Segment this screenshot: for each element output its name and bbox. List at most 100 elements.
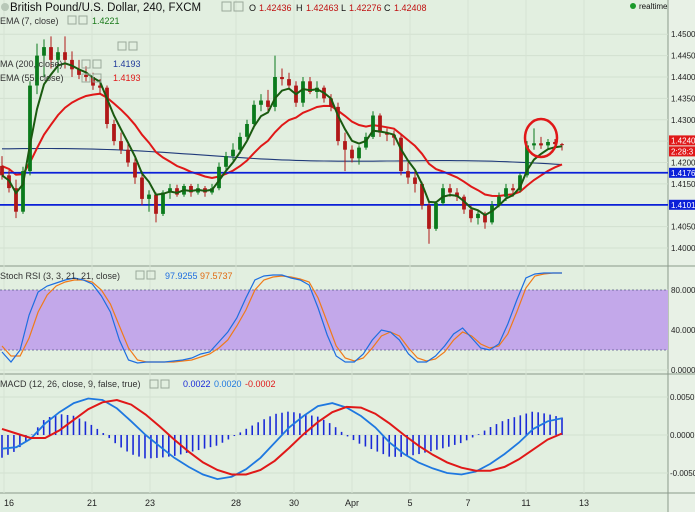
- stoch-settings-icon[interactable]: [135, 270, 145, 280]
- price-tick-label: 1.4000: [671, 244, 695, 253]
- price-tick-label: 1.4400: [671, 73, 695, 82]
- time-tick-label: 7: [465, 498, 470, 508]
- price-tick-label: 1.4500: [671, 30, 695, 39]
- ema55-line: [1, 92, 563, 198]
- candle-body: [343, 141, 347, 150]
- price-tag-box: [669, 135, 695, 146]
- price-tick-label: 1.4450: [671, 52, 695, 61]
- candle-body: [98, 85, 102, 88]
- ma200-line: [2, 147, 563, 166]
- time-tick-label: 5: [407, 498, 412, 508]
- candle-body: [420, 183, 424, 206]
- legend-ema7-value: 1.4221: [92, 16, 120, 26]
- support-lines[interactable]: [0, 171, 668, 206]
- stoch-k-line: [1, 272, 562, 364]
- candle-body: [119, 141, 123, 150]
- macd-settings-icon[interactable]: [149, 379, 159, 389]
- price-tag-label: 1.4176: [671, 169, 695, 178]
- candle-body: [28, 85, 32, 172]
- candle-body: [154, 194, 158, 214]
- candle-body: [35, 55, 39, 86]
- macd-hide-icon[interactable]: [160, 379, 170, 389]
- candle-body: [245, 124, 249, 137]
- ohlc-label-l: L: [341, 3, 346, 13]
- price-tick-label: 1.4050: [671, 223, 695, 232]
- macd-value-1: 0.0022: [183, 379, 211, 389]
- candle-body: [63, 52, 67, 60]
- candle-body: [539, 143, 543, 146]
- candle-body: [462, 196, 466, 210]
- legend-ema55-hide-icon[interactable]: [92, 73, 102, 83]
- candle-body: [259, 100, 263, 105]
- hide-icon[interactable]: [233, 1, 244, 12]
- ohlc-label-c: C: [384, 3, 391, 13]
- candle-body: [189, 186, 193, 193]
- highlight-circle: [523, 117, 559, 159]
- ohlc-label-o: O: [249, 3, 256, 13]
- stoch-tick-label: 0.0000: [671, 366, 695, 375]
- time-tick-label: 28: [231, 498, 241, 508]
- candle-body: [476, 213, 480, 219]
- macd-line: [1, 397, 563, 481]
- settings-icon[interactable]: [221, 1, 232, 12]
- legend-hidden-toggle-icon[interactable]: [117, 41, 127, 51]
- stoch-rsi-layer: [0, 272, 668, 364]
- legend-ma200-settings-icon[interactable]: [81, 59, 91, 69]
- legend-ma200-label: MA (200, close): [0, 59, 63, 69]
- price-tag-box: [669, 146, 695, 157]
- stoch-header: Stoch RSI (3, 3, 21, 21, close) 97.9255 …: [0, 270, 233, 281]
- ema7-line: [1, 62, 563, 217]
- macd-signal-line: [1, 398, 563, 476]
- legend-ma200-hide-icon[interactable]: [92, 59, 102, 69]
- price-tag-label: 2:28:3: [671, 147, 694, 156]
- candle-body: [161, 192, 165, 214]
- header-tool-icons[interactable]: [221, 1, 244, 12]
- candle-body: [427, 205, 431, 229]
- candle-body: [490, 205, 494, 223]
- candle-body: [483, 213, 487, 223]
- candle-body: [287, 79, 291, 86]
- candle-body: [280, 77, 284, 80]
- candle-body: [217, 166, 221, 189]
- candle-body: [336, 106, 340, 142]
- realtime-dot-icon: [630, 3, 636, 9]
- legend-ema7-settings-icon[interactable]: [67, 15, 77, 25]
- ohlc-value-h: 1.42463: [306, 3, 339, 13]
- macd-layer: [1, 397, 563, 481]
- stoch-tick-label: 80.0000: [671, 286, 695, 295]
- price-tag-label: 1.4240: [671, 136, 695, 145]
- candle-body: [231, 149, 235, 157]
- macd-label: MACD (12, 26, close, 9, false, true): [0, 379, 141, 389]
- candle-body: [133, 162, 137, 178]
- legend-ema55-settings-icon[interactable]: [81, 73, 91, 83]
- symbol-icon: [1, 3, 9, 11]
- candle-body: [553, 142, 557, 145]
- time-tick-label: 21: [87, 498, 97, 508]
- candle-body: [469, 209, 473, 219]
- time-tick-label: 23: [145, 498, 155, 508]
- candle-body: [301, 81, 305, 103]
- legend-hidden-toggle-icon-2[interactable]: [128, 41, 138, 51]
- candle-body: [273, 77, 277, 107]
- ohlc-value-l: 1.42276: [349, 3, 382, 13]
- legend-ema7-label: EMA (7, close): [0, 16, 59, 26]
- candle-body: [448, 188, 452, 193]
- stoch-hide-icon[interactable]: [146, 270, 156, 280]
- legend-ema7-hide-icon[interactable]: [78, 15, 88, 25]
- candle-body: [560, 144, 564, 146]
- candle-body: [364, 136, 368, 148]
- macd-header: MACD (12, 26, close, 9, false, true) 0.0…: [0, 379, 276, 389]
- price-tag-label: 1.4101: [671, 201, 695, 210]
- chart-title: British Pound/U.S. Dollar, 240, FXCM: [10, 2, 201, 14]
- candle-body: [350, 149, 354, 159]
- candle-body: [497, 196, 501, 206]
- candle-body: [413, 177, 417, 184]
- ohlc-label-h: H: [296, 3, 303, 13]
- candle-body: [266, 100, 270, 107]
- price-tick-label: 1.4200: [671, 159, 695, 168]
- macd-value-2: 0.0020: [214, 379, 242, 389]
- ohlc-value-o: 1.42436: [259, 3, 292, 13]
- candle-body: [224, 156, 228, 167]
